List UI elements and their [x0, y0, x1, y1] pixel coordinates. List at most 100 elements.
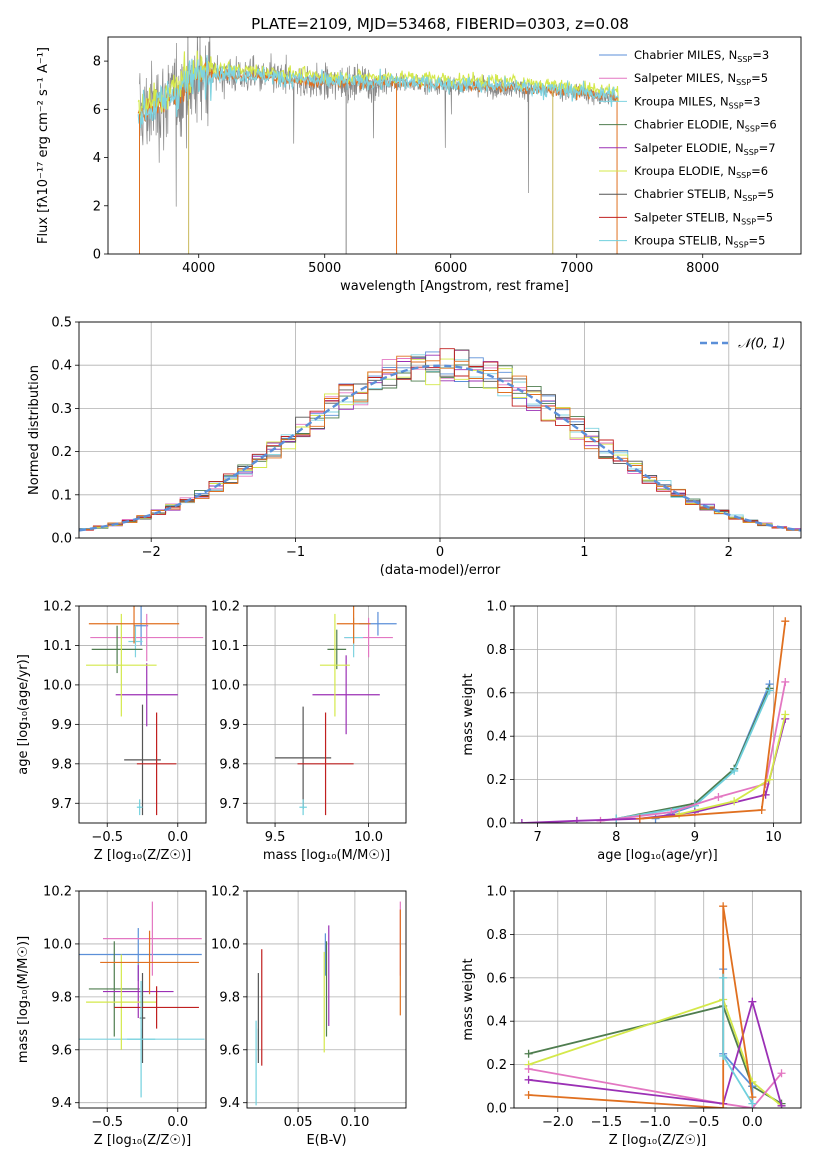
- mass-weight-series: [528, 998, 783, 1107]
- plus-marker: [765, 775, 774, 784]
- x-axis-label: Z [log₁₀(Z/Z☉)]: [94, 848, 191, 863]
- y-tick-label: 10.0: [43, 937, 72, 952]
- y-tick-label: 10.2: [43, 885, 72, 900]
- plus-marker: [730, 797, 739, 806]
- x-tick-label: 0: [436, 545, 444, 560]
- x-tick-label: −1.5: [591, 1115, 623, 1130]
- error-bar-point: [88, 606, 180, 644]
- legend-layer: Chabrier MILES, NSSP=3 Salpeter MILES, NS…: [599, 48, 785, 352]
- x-tick-label: 10: [765, 830, 782, 845]
- normal-curve: [79, 364, 801, 532]
- residual-histogram: [79, 355, 801, 531]
- x-tick-label: 0.0: [742, 1115, 763, 1130]
- y-tick-label: 9.8: [219, 757, 240, 772]
- y-tick-label: 0.3: [51, 402, 72, 417]
- y-tick-label: 2: [93, 199, 101, 214]
- y-tick-label: 9.4: [51, 1096, 72, 1111]
- y-axis-label: Flux [fλ10⁻¹⁷ erg cm⁻² s⁻¹ A⁻¹]: [36, 47, 51, 244]
- legend-label: Salpeter STELIB, NSSP=5: [634, 210, 773, 226]
- legend-item: Salpeter ELODIE, NSSP=7: [599, 141, 776, 157]
- y-tick-label: 0.2: [486, 773, 507, 788]
- y-tick-label: 0.4: [51, 359, 72, 374]
- mass-weight-series: [600, 681, 787, 822]
- y-axis-label: age [log₁₀(age/yr)]: [16, 654, 31, 775]
- plus-marker: [781, 710, 790, 719]
- plus-marker: [748, 1099, 757, 1108]
- plus-marker: [730, 766, 739, 775]
- legend-label: Chabrier STELIB, NSSP=5: [634, 187, 774, 203]
- x-tick-label: −2: [142, 545, 161, 560]
- x-tick-label: 5000: [308, 261, 341, 276]
- legend-item: Salpeter MILES, NSSP=5: [599, 71, 768, 87]
- histogram-plot: [79, 348, 801, 532]
- error-bar-point: [114, 986, 199, 1029]
- data-layer: [79, 37, 801, 1108]
- y-tick-label: 0.6: [486, 971, 507, 986]
- legend-item: Salpeter STELIB, NSSP=5: [599, 210, 773, 226]
- error-bar-point: [90, 613, 204, 662]
- error-bar-point: [299, 799, 307, 816]
- x-tick-label: 10.0: [354, 830, 383, 845]
- y-tick-label: 9.7: [219, 797, 240, 812]
- x-tick-label: −0.5: [91, 1115, 123, 1130]
- y-tick-label: 8: [93, 55, 101, 70]
- error-bar-point: [136, 799, 143, 816]
- x-tick-label: −0.5: [91, 830, 123, 845]
- y-axis-label: Normed distribution: [27, 365, 42, 495]
- x-tick-label: 0.05: [284, 1115, 313, 1130]
- plus-marker: [777, 1069, 786, 1078]
- legend-item: Kroupa ELODIE, NSSP=6: [599, 164, 768, 180]
- y-tick-label: 0.1: [51, 488, 72, 503]
- x-tick-label: 2: [725, 545, 733, 560]
- error-bar-point: [102, 965, 174, 1019]
- axes-frame: [78, 605, 207, 824]
- axes-frame: [78, 321, 802, 539]
- x-tick-label: −0.5: [688, 1115, 720, 1130]
- y-tick-label: 0.2: [51, 445, 72, 460]
- y-tick-label: 0.0: [486, 817, 507, 832]
- x-tick-label: 8: [612, 830, 620, 845]
- x-axis-label: E(B-V): [306, 1133, 346, 1148]
- plus-marker: [748, 997, 757, 1006]
- x-tick-label: 0.10: [340, 1115, 369, 1130]
- grid-layer: [79, 321, 801, 1109]
- legend-label: Salpeter ELODIE, NSSP=7: [634, 141, 776, 157]
- error-bar-point: [86, 954, 157, 1050]
- y-tick-label: 9.9: [51, 718, 72, 733]
- plus-marker: [719, 1104, 728, 1108]
- age-vs-Z-points: [86, 606, 204, 816]
- y-tick-label: 10.0: [211, 678, 240, 693]
- error-bar-point: [115, 663, 178, 727]
- y-tick-label: 9.6: [219, 1043, 240, 1058]
- x-axis-label: mass [log₁₀(M/M☉)]: [263, 848, 390, 863]
- mass-vs-Z-points: [79, 901, 205, 1098]
- legend-item: Chabrier STELIB, NSSP=5: [599, 187, 774, 203]
- error-bar-point: [100, 930, 199, 995]
- y-tick-label: 0.2: [486, 1058, 507, 1073]
- error-bar-point: [275, 706, 332, 810]
- plus-marker: [572, 816, 581, 823]
- x-tick-label: 0.0: [167, 1115, 188, 1130]
- mass-weight-series: [528, 998, 783, 1107]
- y-tick-label: 6: [93, 103, 101, 118]
- x-tick-label: 1: [580, 545, 588, 560]
- error-bar-point: [86, 613, 157, 717]
- plus-marker: [719, 1051, 728, 1060]
- mass-weight-series: [528, 1068, 783, 1108]
- x-axis-label: Z [log₁₀(Z/Z☉)]: [94, 1133, 191, 1148]
- plus-marker: [714, 792, 723, 801]
- y-tick-label: 10.2: [211, 885, 240, 900]
- legend-label: Chabrier ELODIE, NSSP=6: [634, 118, 777, 134]
- error-bar-point: [327, 629, 347, 670]
- y-tick-label: 4: [93, 151, 101, 166]
- y-tick-label: 9.8: [51, 757, 72, 772]
- y-tick-label: 9.8: [219, 990, 240, 1005]
- y-tick-label: 10.2: [43, 600, 72, 615]
- y-tick-label: 10.0: [211, 937, 240, 952]
- x-tick-label: 9: [691, 830, 699, 845]
- y-tick-label: 0: [93, 248, 101, 263]
- plus-marker: [635, 814, 644, 823]
- plus-marker: [765, 686, 774, 695]
- plus-marker: [524, 1049, 533, 1058]
